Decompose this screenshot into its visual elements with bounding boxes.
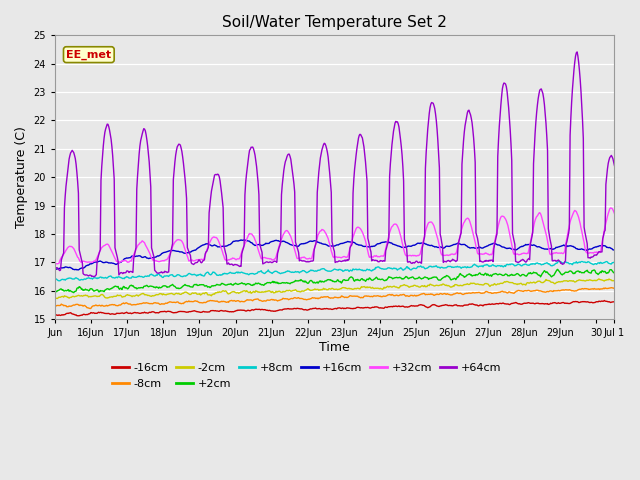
-8cm [51,303,59,309]
+2cm [70,290,77,296]
Line: +64cm: +64cm [55,52,614,276]
+2cm [51,288,59,294]
+8cm [420,264,428,270]
+64cm [206,202,214,208]
-2cm [61,293,69,299]
+32cm [52,261,60,267]
+32cm [120,258,127,264]
-2cm [611,277,618,283]
+64cm [61,193,69,199]
Line: -16cm: -16cm [55,300,614,316]
+32cm [611,211,618,216]
-2cm [119,294,127,300]
-16cm [61,312,69,317]
-16cm [74,313,81,319]
-8cm [607,285,615,290]
+64cm [611,163,618,168]
Line: +16cm: +16cm [55,240,614,270]
+64cm [573,49,581,55]
+32cm [206,239,214,245]
+64cm [120,270,127,276]
+16cm [611,247,618,253]
-16cm [120,311,127,316]
-2cm [419,283,427,289]
+2cm [177,285,184,291]
-16cm [51,312,59,318]
+16cm [75,267,83,273]
Title: Soil/Water Temperature Set 2: Soil/Water Temperature Set 2 [222,15,447,30]
-16cm [611,299,618,305]
Legend: -16cm, -8cm, -2cm, +2cm, +8cm, +16cm, +32cm, +64cm: -16cm, -8cm, -2cm, +2cm, +8cm, +16cm, +3… [108,359,506,393]
-8cm [86,306,94,312]
+32cm [177,237,184,243]
+16cm [420,240,428,246]
+16cm [120,257,127,263]
+8cm [177,273,184,279]
+16cm [237,237,245,243]
-2cm [176,291,184,297]
Line: -8cm: -8cm [55,288,614,309]
+16cm [206,242,214,248]
+2cm [404,275,412,280]
-8cm [420,290,428,296]
-8cm [206,298,214,303]
-16cm [404,304,412,310]
Text: EE_met: EE_met [67,49,111,60]
+8cm [51,276,59,282]
-8cm [177,300,184,306]
+2cm [611,269,618,275]
-8cm [611,286,618,291]
+8cm [62,276,70,282]
Line: -2cm: -2cm [55,279,614,299]
+16cm [61,264,69,270]
-2cm [51,296,59,301]
+64cm [90,274,98,279]
+64cm [420,238,428,243]
+32cm [62,247,70,253]
-8cm [61,303,69,309]
-8cm [120,300,127,306]
+8cm [404,264,412,270]
+2cm [554,266,561,272]
+16cm [177,249,184,255]
+2cm [206,285,214,290]
X-axis label: Time: Time [319,341,350,354]
Y-axis label: Temperature (C): Temperature (C) [15,126,28,228]
+16cm [51,267,59,273]
+8cm [120,276,127,281]
+16cm [404,243,412,249]
Line: +8cm: +8cm [55,261,614,281]
+32cm [404,253,412,259]
+8cm [555,258,563,264]
+32cm [607,205,614,211]
+8cm [611,259,618,265]
Line: +2cm: +2cm [55,269,614,293]
-2cm [403,283,411,288]
+64cm [51,265,59,271]
-2cm [595,276,603,282]
-16cm [177,309,184,314]
-16cm [206,309,214,314]
+64cm [177,142,184,148]
-2cm [205,292,213,298]
+2cm [120,284,127,289]
Line: +32cm: +32cm [55,208,614,264]
+2cm [61,288,69,293]
+8cm [55,278,63,284]
+2cm [420,275,428,281]
-16cm [600,298,608,303]
-16cm [420,302,428,308]
+32cm [420,235,428,241]
+32cm [51,261,59,266]
-8cm [404,293,412,299]
+8cm [206,272,214,277]
+64cm [404,259,412,265]
